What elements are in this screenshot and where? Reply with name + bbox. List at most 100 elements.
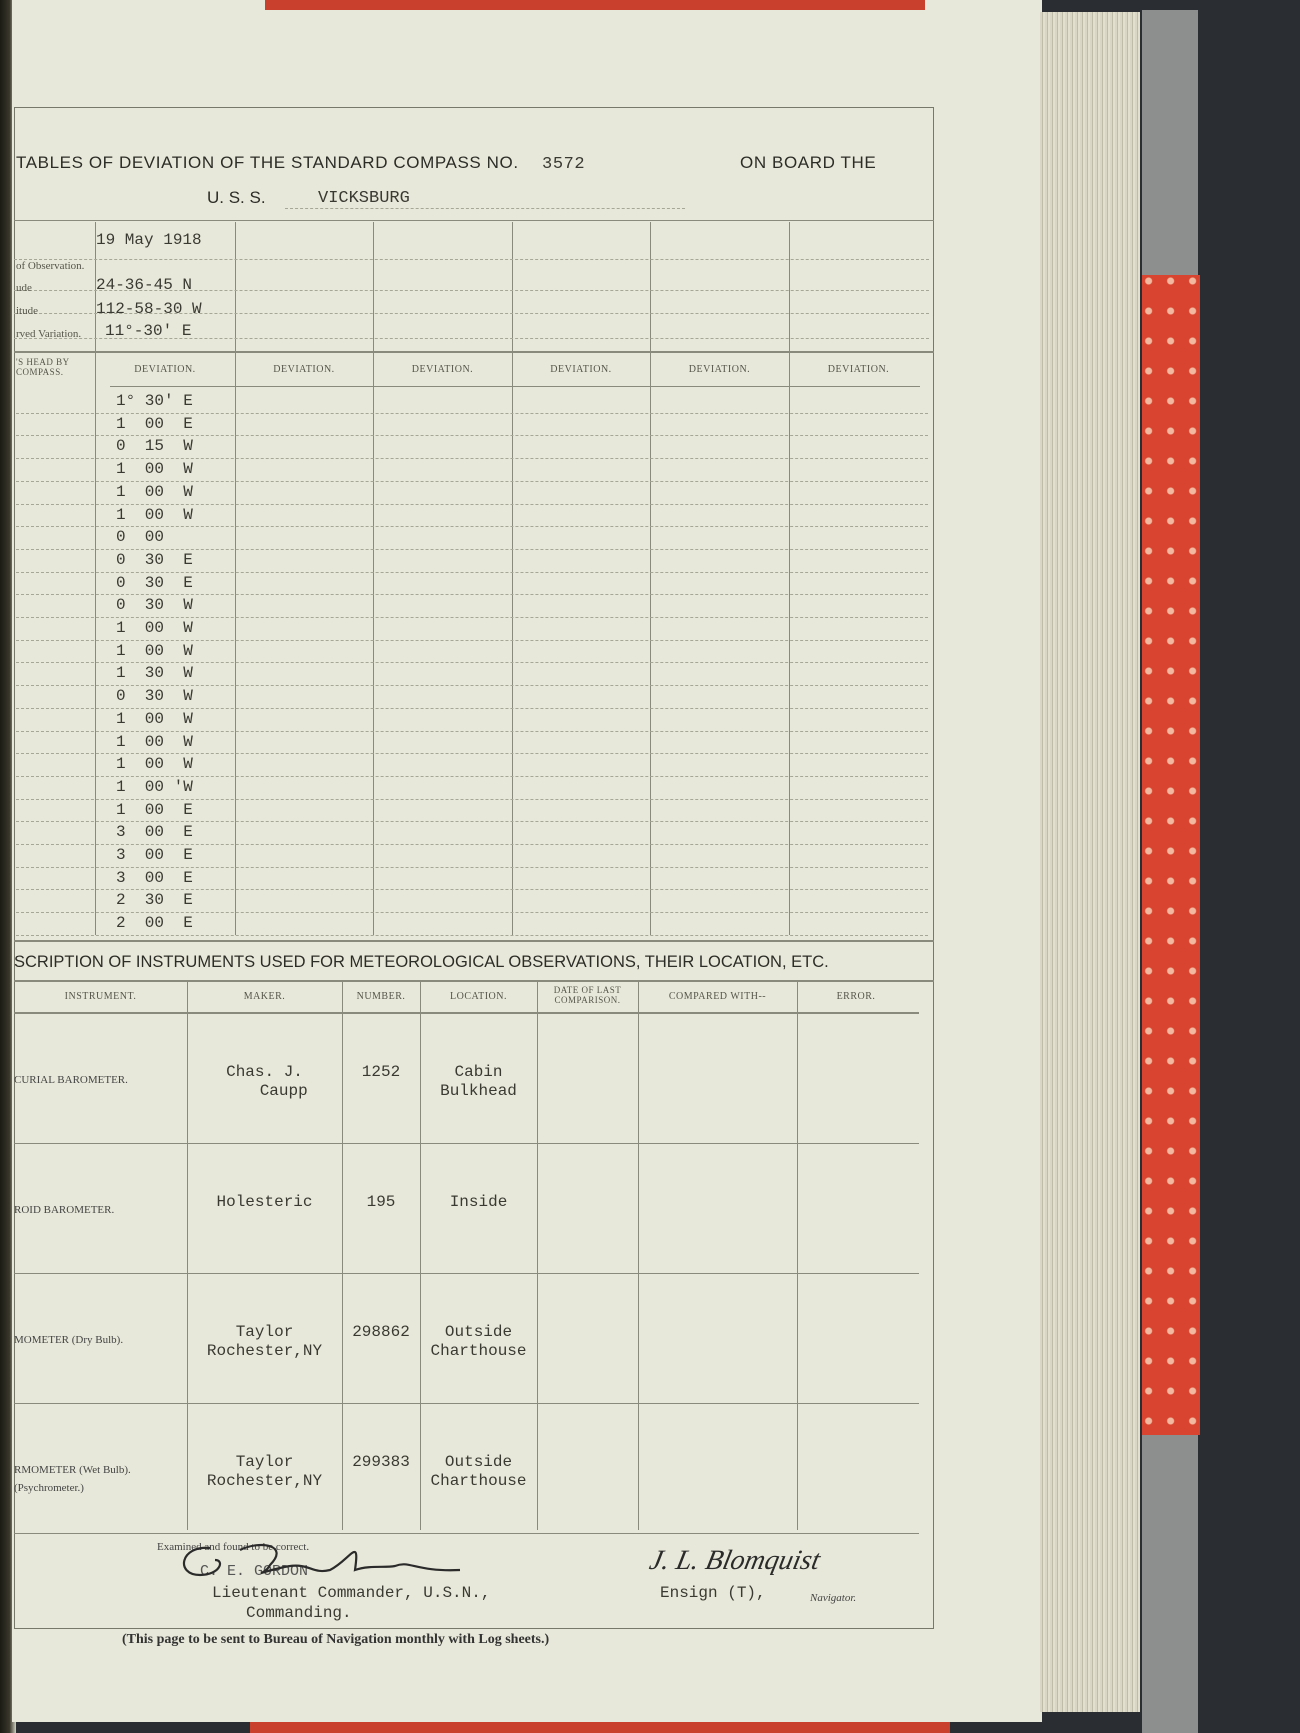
column-rule	[797, 982, 798, 1530]
instrument-maker: Chas. J. Caupp	[226, 1063, 308, 1100]
row-rule	[16, 594, 928, 596]
deviation-value: 1 00 W	[116, 709, 193, 728]
observation-latitude: 24-36-45 N	[96, 276, 193, 294]
instrument-number: 298862	[352, 1323, 410, 1341]
row-rule	[16, 798, 928, 800]
column-rule	[512, 222, 513, 935]
deviation-value: 1 00 W	[116, 641, 193, 660]
compass-number: 3572	[542, 155, 586, 174]
form-frame	[14, 107, 934, 1629]
row-rule	[14, 259, 929, 260]
log-page	[12, 0, 1042, 1722]
instrument-name: MOMETER (Dry Bulb).	[14, 1334, 124, 1346]
title-suffix: ON BOARD THE	[740, 153, 877, 172]
navigator-role: Navigator.	[810, 1592, 857, 1604]
row-rule	[16, 548, 928, 550]
deviation-value: 2 30 E	[116, 891, 193, 910]
navigator-title: Ensign (T),	[660, 1584, 766, 1602]
row-rule	[16, 458, 928, 460]
deviation-value: 3 00 E	[116, 846, 193, 864]
row-rule	[14, 338, 929, 339]
observation-variation: 11°-30' E	[105, 322, 192, 340]
instrument-number: 1252	[361, 1063, 401, 1081]
column-rule	[373, 222, 374, 935]
row-rule	[16, 912, 928, 914]
row-rule	[16, 934, 928, 936]
deviation-value: 0 00	[116, 528, 165, 547]
row-rule	[16, 571, 928, 573]
rule	[14, 220, 934, 221]
column-rule	[95, 222, 96, 935]
row-rule	[16, 707, 928, 709]
rule	[14, 980, 934, 982]
navigator-signature: J. L. Blomquist	[646, 1545, 823, 1576]
column-rule	[187, 982, 188, 1530]
deviation-value: 0 30 W	[116, 687, 193, 706]
instrument-number: 299383	[352, 1453, 410, 1471]
deviation-header: DEVIATION.	[273, 364, 335, 375]
ship-prefix: U. S. S.	[207, 188, 266, 207]
compass-table-title: TABLES OF DEVIATION OF THE STANDARD COMP…	[16, 153, 585, 174]
row-rule	[16, 753, 928, 755]
rule	[14, 940, 934, 942]
deviation-value: 1 00 E	[116, 414, 193, 433]
row-rule	[16, 617, 928, 618]
row-rule	[16, 662, 928, 664]
row-label: itude	[16, 305, 38, 317]
deviation-value: 3 00 E	[116, 823, 193, 842]
row-rule	[16, 685, 928, 687]
instrument-number: 195	[366, 1193, 396, 1211]
deviation-header: DEVIATION.	[411, 364, 474, 375]
row-rule	[16, 412, 928, 414]
instrument-header: NUMBER.	[356, 991, 406, 1002]
deviation-value: 1 00 W	[116, 482, 193, 501]
row-rule	[16, 866, 928, 868]
commander-title: Lieutenant Commander, U.S.N.,	[212, 1584, 491, 1602]
deviation-value: 1 00 W	[116, 619, 193, 637]
deviation-value: 0 15 W	[116, 437, 193, 456]
row-rule	[16, 821, 928, 823]
row-rule	[16, 435, 928, 437]
binding-cloth	[1142, 10, 1198, 275]
observation-longitude: 112-58-30 W	[96, 300, 202, 318]
instrument-header: LOCATION.	[450, 991, 507, 1002]
row-label: ude	[16, 282, 32, 294]
instrument-header: ERROR.	[836, 991, 876, 1002]
deviation-value: 2 00 E	[116, 914, 193, 933]
deviation-value: 1 00 E	[116, 800, 193, 819]
marbled-edge-top	[265, 0, 925, 10]
column-rule	[638, 982, 639, 1530]
title-prefix: TABLES OF DEVIATION OF THE STANDARD COMP…	[16, 153, 519, 172]
instrument-location: Inside	[449, 1193, 508, 1211]
instrument-maker: Taylor Rochester,NY	[206, 1453, 323, 1490]
binding-cloth	[1142, 1435, 1198, 1733]
row-rule	[16, 480, 928, 482]
rule	[110, 386, 920, 387]
instrument-maker: Holesteric	[216, 1193, 313, 1211]
deviation-value: 1 00 W	[116, 755, 193, 774]
row-rule	[16, 639, 928, 641]
rule	[14, 1143, 919, 1144]
marbled-cover	[1142, 275, 1200, 1435]
page-edges	[1040, 12, 1140, 1712]
deviation-value: 0 30 E	[116, 550, 193, 569]
instrument-maker: Taylor Rochester,NY	[206, 1323, 323, 1360]
deviation-value: 1 00 W	[116, 732, 193, 751]
rule	[14, 351, 934, 353]
instruments-title: SCRIPTION OF INSTRUMENTS USED FOR METEOR…	[14, 953, 829, 971]
row-rule	[14, 290, 929, 291]
rule	[14, 1273, 919, 1274]
instrument-header: MAKER.	[243, 991, 286, 1002]
instrument-name: RMOMETER (Wet Bulb). (Psychrometer.)	[14, 1464, 131, 1494]
ship-name-rule	[285, 208, 685, 209]
row-rule	[16, 889, 928, 891]
deviation-value: 1 00 W	[116, 505, 193, 524]
deviation-value: 1 00 W	[116, 460, 193, 479]
rule	[14, 1012, 919, 1014]
observation-date: 19 May 1918	[96, 231, 202, 249]
rule	[14, 1403, 919, 1404]
deviation-value: 0 30 E	[116, 573, 193, 592]
column-rule	[342, 982, 343, 1530]
footer-note: (This page to be sent to Bureau of Navig…	[122, 1632, 550, 1647]
ship-name: VICKSBURG	[318, 189, 410, 208]
